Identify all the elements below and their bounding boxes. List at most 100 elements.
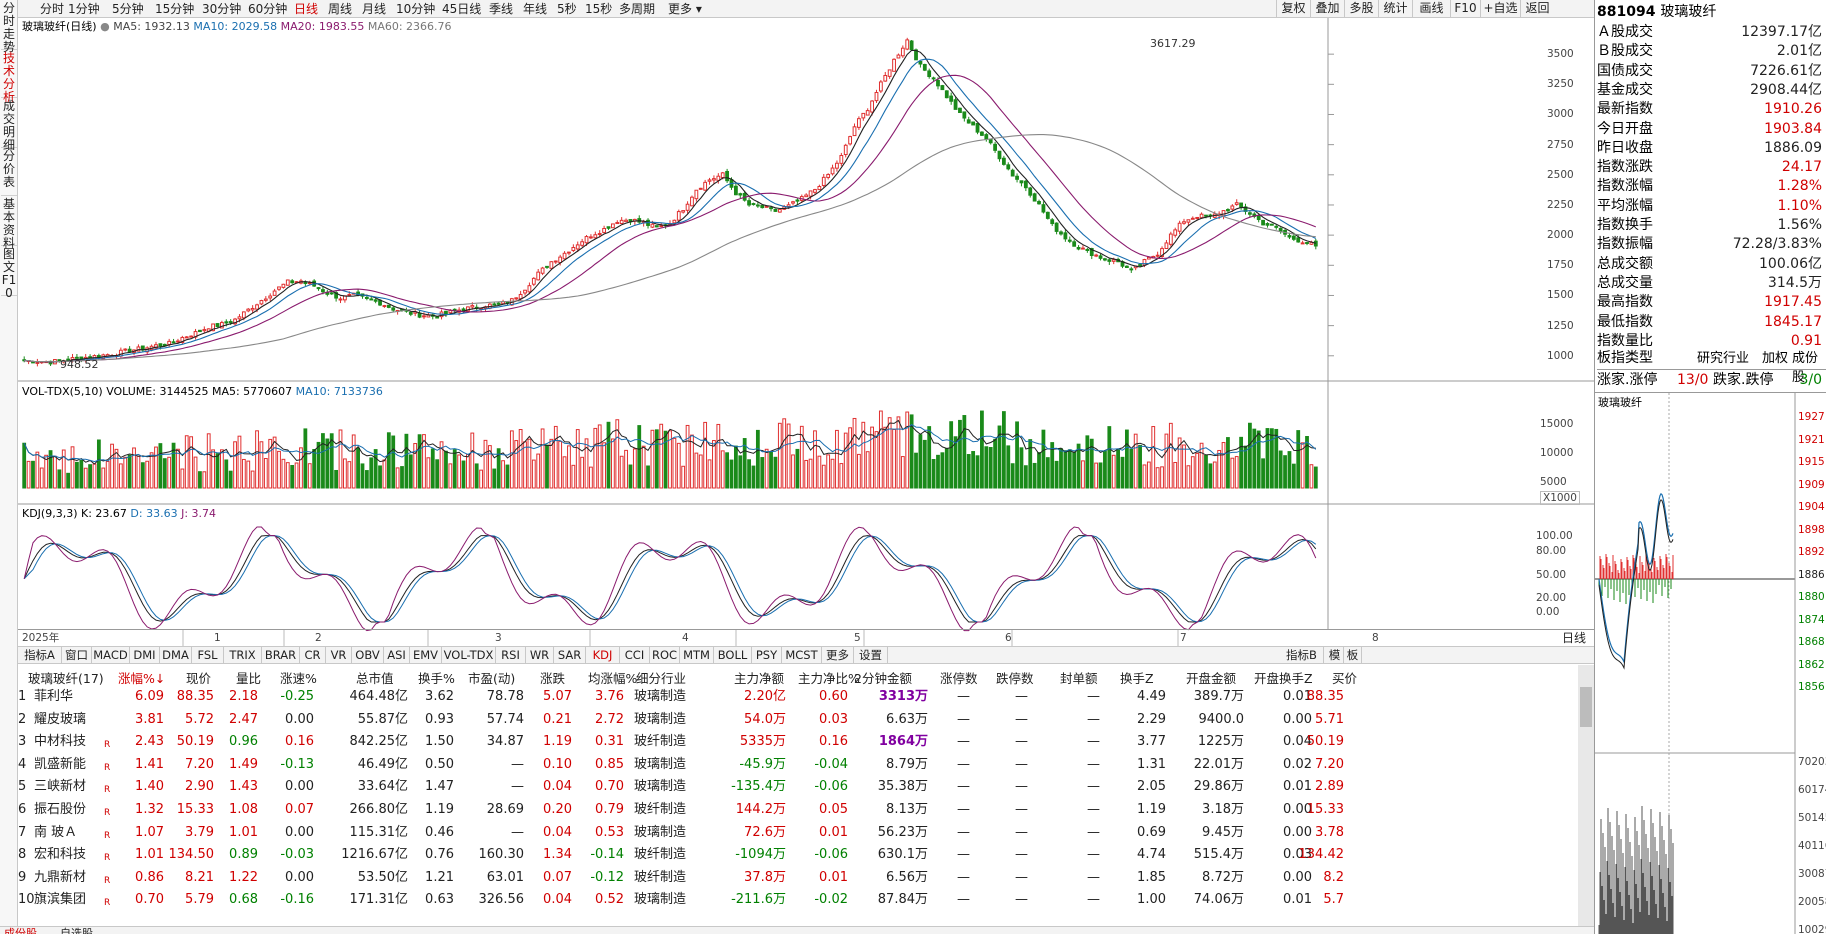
period-tab[interactable]: 45日线 bbox=[442, 2, 482, 16]
tab-constituents[interactable]: 成份股 bbox=[4, 927, 37, 934]
column-header[interactable]: 换手Z bbox=[1120, 671, 1154, 686]
tab-f10[interactable]: 图文F10 bbox=[1, 247, 17, 300]
indicator-tab[interactable]: KDJ bbox=[586, 647, 620, 664]
indicator-tab[interactable]: 设置 bbox=[854, 647, 888, 664]
column-header[interactable]: 量比 bbox=[236, 671, 262, 686]
indicator-tab[interactable]: BRAR bbox=[262, 647, 300, 664]
column-header[interactable]: 换手% bbox=[418, 671, 455, 686]
draw-button[interactable]: 画线 bbox=[1412, 0, 1450, 18]
column-header[interactable]: 现价 bbox=[186, 671, 212, 686]
period-tab[interactable]: 周线 bbox=[328, 2, 353, 16]
period-tab[interactable]: 分时 bbox=[40, 2, 65, 16]
indicator-tab[interactable]: EMV bbox=[410, 647, 442, 664]
table-row[interactable]: 3 中材科技 R 2.43 50.19 0.96 0.16 842.25亿 1.50 34.87 1… bbox=[18, 731, 1578, 753]
indicator-tab[interactable]: DMI bbox=[130, 647, 160, 664]
indicator-tab[interactable]: 窗口 bbox=[62, 647, 92, 664]
f10-button[interactable]: F10 bbox=[1450, 0, 1480, 18]
column-header[interactable]: 玻璃玻纤(17) bbox=[28, 671, 104, 686]
column-header[interactable]: 均涨幅% bbox=[588, 671, 638, 686]
type-constituents[interactable]: 成份股 bbox=[1792, 351, 1819, 385]
scrollbar-thumb[interactable] bbox=[1580, 687, 1592, 727]
period-tab[interactable]: 15秒 bbox=[585, 2, 613, 16]
column-header[interactable]: 涨停数 bbox=[940, 671, 978, 686]
table-row[interactable]: 4 凯盛新能 R 1.41 7.20 1.49 -0.13 46.49亿 0.50 — 0.10 0.… bbox=[18, 754, 1578, 776]
tab-intraday[interactable]: 分时走势 bbox=[1, 1, 17, 54]
indicator-tab[interactable]: RSI bbox=[496, 647, 526, 664]
table-row[interactable]: 8 宏和科技 R 1.01 134.50 0.89 -0.03 1216.67亿 0.76 160… bbox=[18, 844, 1578, 866]
indicator-tab[interactable]: MTM bbox=[680, 647, 714, 664]
tab-technical-analysis[interactable]: 技术分析 bbox=[1, 51, 17, 104]
indicator-tab[interactable]: 更多 bbox=[822, 647, 854, 664]
column-header[interactable]: 买价 bbox=[1332, 671, 1358, 686]
table-row[interactable]: 7 南 玻Ａ R 1.07 3.79 1.01 0.00 115.31亿 0.46 — 0.04 0.… bbox=[18, 822, 1578, 844]
back-button[interactable]: 返回 bbox=[1520, 0, 1554, 18]
column-header[interactable]: 涨幅%↓ bbox=[118, 671, 166, 686]
table-row[interactable]: 5 三峡新材 R 1.40 2.90 1.43 0.00 33.64亿 1.47 — 0.04 0.7… bbox=[18, 776, 1578, 798]
add-watchlist-button[interactable]: +自选 bbox=[1480, 0, 1520, 18]
indicator-tab[interactable]: VR bbox=[326, 647, 352, 664]
indicator-tab[interactable]: CR bbox=[300, 647, 326, 664]
indicator-tab[interactable]: OBV bbox=[352, 647, 384, 664]
column-header[interactable]: 开盘金额 bbox=[1186, 671, 1237, 686]
column-header[interactable]: 跌停数 bbox=[996, 671, 1034, 686]
period-tab[interactable]: 1分钟 bbox=[68, 2, 100, 16]
indicator-right-tab[interactable]: 指标B bbox=[1280, 647, 1324, 664]
column-header[interactable]: 主力净比% bbox=[798, 671, 860, 686]
column-header[interactable]: 2分钟金额 bbox=[854, 671, 912, 686]
indicator-tab[interactable]: SAR bbox=[554, 647, 586, 664]
indicator-tab[interactable]: 指标A bbox=[18, 647, 62, 664]
table-row[interactable]: 6 振石股份 R 1.32 15.33 1.08 0.07 266.80亿 1.19 28.69 0… bbox=[18, 799, 1578, 821]
indicator-tab[interactable]: PSY bbox=[752, 647, 782, 664]
column-header[interactable]: 涨速% bbox=[280, 671, 317, 686]
multi-stock-button[interactable]: 多股 bbox=[1344, 0, 1378, 18]
indicator-tab[interactable]: VOL-TDX bbox=[442, 647, 496, 664]
period-tab[interactable]: 5秒 bbox=[557, 2, 577, 16]
period-tab[interactable]: 15分钟 bbox=[155, 2, 195, 16]
overlay-button[interactable]: 叠加 bbox=[1310, 0, 1344, 18]
stat-label: 平均涨幅 bbox=[1597, 197, 1653, 214]
more-dropdown[interactable]: 更多 ▾ bbox=[668, 1, 702, 17]
indicator-tab[interactable]: ASI bbox=[384, 647, 410, 664]
tab-watchlist[interactable]: 自选股 bbox=[60, 927, 93, 934]
type-research[interactable]: 研究行业 bbox=[1697, 351, 1750, 366]
period-tab[interactable]: 60分钟 bbox=[248, 2, 288, 16]
period-tab[interactable]: 季线 bbox=[489, 2, 514, 16]
indicator-tab[interactable]: ROC bbox=[650, 647, 680, 664]
indicator-tab[interactable]: CCI bbox=[620, 647, 650, 664]
indicator-right-tab[interactable]: 板 bbox=[1344, 647, 1362, 664]
column-header[interactable]: 细分行业 bbox=[636, 671, 687, 686]
period-tab[interactable]: 多周期 bbox=[619, 2, 656, 16]
settings-icon[interactable]: ● bbox=[100, 20, 110, 33]
indicator-tab[interactable]: BOLL bbox=[714, 647, 752, 664]
period-tab-active[interactable]: 日线 bbox=[294, 2, 319, 16]
table-row[interactable]: 1 菲利华 6.09 88.35 2.18 -0.25 464.48亿 3.62 78.78 5.… bbox=[18, 686, 1578, 708]
indicator-tab[interactable]: WR bbox=[526, 647, 554, 664]
table-row[interactable]: 2 耀皮玻璃 3.81 5.72 2.47 0.00 55.87亿 0.93 57.74 0.21… bbox=[18, 709, 1578, 731]
period-tab[interactable]: 5分钟 bbox=[112, 2, 144, 16]
indicator-tab[interactable]: MACD bbox=[92, 647, 130, 664]
vertical-scrollbar[interactable] bbox=[1578, 665, 1594, 927]
tab-trade-detail[interactable]: 成交明细 bbox=[1, 99, 17, 152]
indicator-tab[interactable]: TRIX bbox=[224, 647, 262, 664]
table-row[interactable]: 10 旗滨集团 R 0.70 5.79 0.68 -0.16 171.31亿 0.63 326.5… bbox=[18, 889, 1578, 911]
period-tab[interactable]: 30分钟 bbox=[202, 2, 242, 16]
period-tab[interactable]: 月线 bbox=[362, 2, 387, 16]
adjust-button[interactable]: 复权 bbox=[1276, 0, 1310, 18]
column-header[interactable]: 主力净额 bbox=[734, 671, 785, 686]
column-header[interactable]: 封单额 bbox=[1060, 671, 1098, 686]
indicator-tab[interactable]: FSL bbox=[192, 647, 224, 664]
tab-price-table[interactable]: 分价表 bbox=[1, 150, 17, 196]
tab-basic-info[interactable]: 基本资料 bbox=[1, 197, 17, 250]
indicator-tab[interactable]: MCST bbox=[782, 647, 822, 664]
stats-button[interactable]: 统计 bbox=[1378, 0, 1412, 18]
indicator-tab[interactable]: DMA bbox=[160, 647, 192, 664]
column-header[interactable]: 市盈(动) bbox=[468, 671, 516, 686]
column-header[interactable]: 涨跌 bbox=[540, 671, 566, 686]
period-tab[interactable]: 10分钟 bbox=[396, 2, 436, 16]
column-header[interactable]: 开盘换手Z bbox=[1254, 671, 1313, 686]
indicator-right-tab[interactable]: 模 bbox=[1326, 647, 1344, 664]
table-row[interactable]: 9 九鼎新材 R 0.86 8.21 1.22 0.00 53.50亿 1.21 63.01 0.0… bbox=[18, 867, 1578, 889]
period-tab[interactable]: 年线 bbox=[523, 2, 548, 16]
column-header[interactable]: 总市值 bbox=[356, 671, 394, 686]
type-weighted[interactable]: 加权 bbox=[1762, 351, 1789, 366]
